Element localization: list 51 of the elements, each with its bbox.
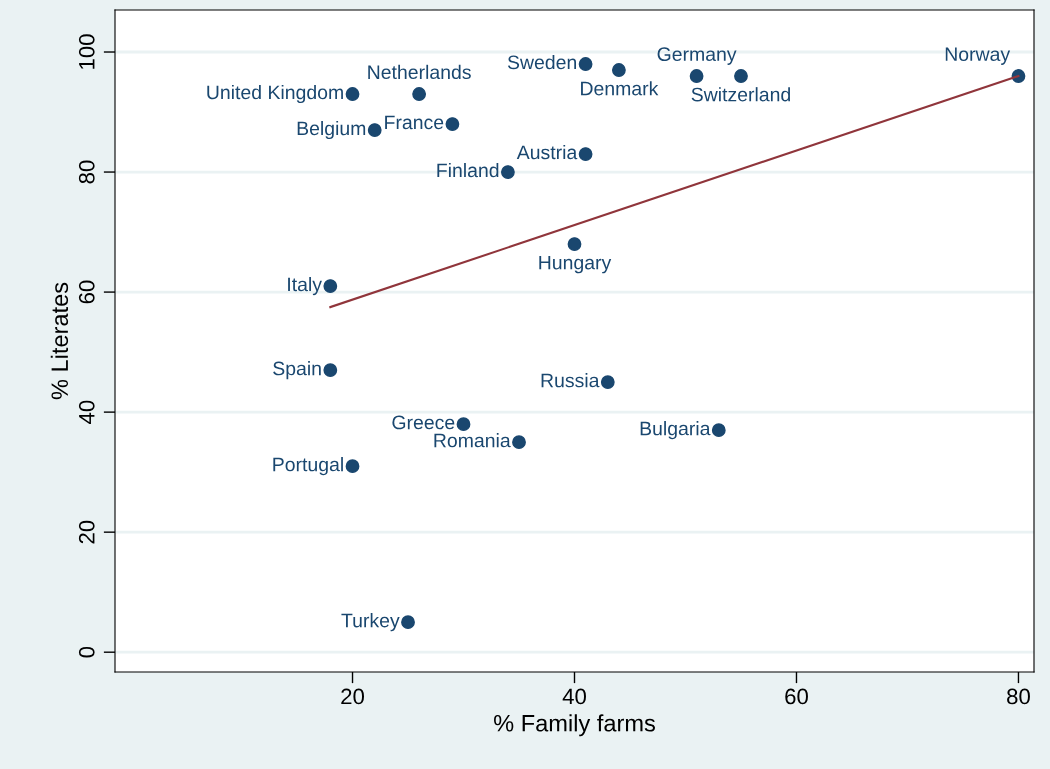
point	[578, 147, 593, 161]
annotation: Hungary	[539, 255, 612, 274]
point	[512, 435, 526, 450]
y-tick-label: 60	[78, 280, 95, 304]
x-axis-title: % Family farms	[494, 714, 655, 737]
y-tick-label: 20	[78, 520, 95, 544]
annotation: Bulgaria	[640, 421, 711, 440]
point	[445, 117, 460, 131]
annotation: Switzerland	[691, 87, 790, 102]
annotation: Denmark	[581, 81, 659, 96]
y-tick-label: 40	[78, 400, 95, 424]
point	[567, 237, 582, 251]
annotation: Greece	[392, 415, 455, 430]
x-tick-label: 80	[1007, 688, 1030, 705]
annotation: United Kingdom	[207, 84, 343, 104]
point	[345, 87, 360, 101]
point	[323, 363, 338, 378]
x-tick-label: 20	[341, 688, 365, 705]
point	[578, 57, 593, 71]
point	[611, 63, 626, 77]
point	[689, 69, 704, 83]
point	[456, 417, 471, 432]
point	[401, 615, 415, 630]
annotation: Netherlands	[368, 64, 471, 80]
annotation: France	[385, 115, 444, 130]
point	[412, 87, 427, 101]
y-axis-title: % Literates	[50, 282, 69, 400]
point	[711, 423, 726, 438]
annotation: Sweden	[507, 54, 577, 70]
point	[734, 69, 748, 83]
y-tick-label: 80	[78, 160, 95, 184]
point	[345, 459, 360, 474]
point	[323, 279, 338, 293]
annotation: Spain	[273, 361, 321, 380]
y-tick-label: 0	[78, 646, 95, 658]
annotation: Italy	[288, 277, 322, 296]
point	[600, 375, 615, 390]
annotation: Austria	[516, 144, 578, 160]
point	[367, 123, 382, 137]
annotation: Turkey	[341, 613, 400, 632]
annotation: Finland	[437, 162, 499, 178]
annotation: Romania	[434, 433, 511, 448]
y-tick-label: 100	[78, 34, 95, 69]
annotation: Germany	[657, 47, 737, 65]
annotation: Russia	[541, 373, 600, 388]
annotation: Portugal	[273, 457, 343, 476]
point	[500, 165, 515, 179]
annotation: Belgium	[297, 120, 366, 140]
x-tick-label: 60	[785, 688, 808, 705]
annotation: Norway	[945, 47, 1011, 65]
x-tick-label: 40	[562, 688, 586, 705]
